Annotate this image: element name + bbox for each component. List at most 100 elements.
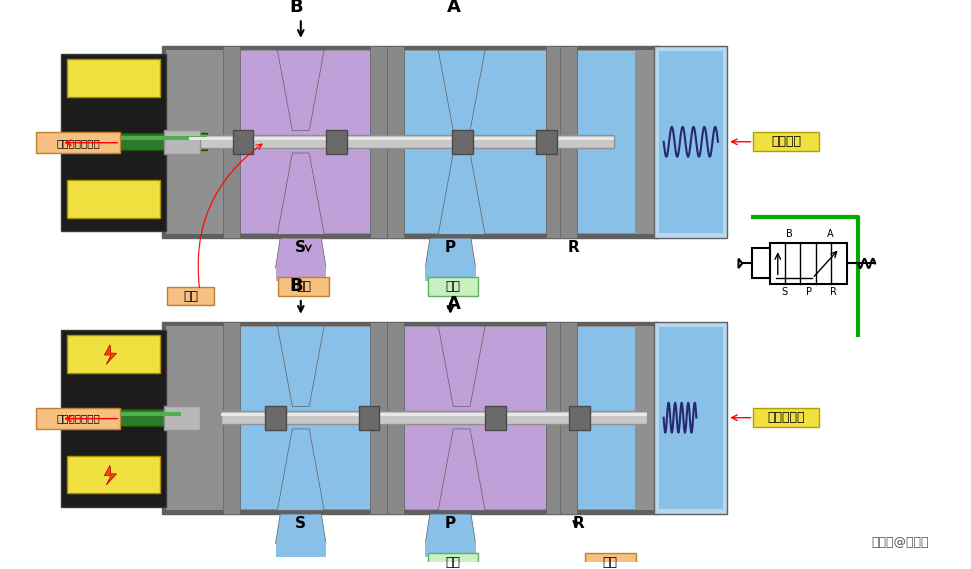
- Bar: [67, 335, 160, 373]
- Bar: [69, 412, 181, 416]
- Bar: [166, 50, 654, 234]
- Bar: [188, 135, 614, 149]
- Bar: [486, 406, 506, 430]
- Bar: [425, 542, 476, 557]
- Polygon shape: [276, 238, 326, 268]
- Text: P: P: [445, 516, 456, 531]
- Polygon shape: [104, 345, 117, 364]
- Bar: [276, 266, 326, 281]
- Bar: [61, 54, 166, 230]
- Text: 活塞: 活塞: [183, 290, 198, 303]
- Text: 弹簧被压缩: 弹簧被压缩: [767, 411, 805, 424]
- Bar: [61, 330, 166, 506]
- Bar: [228, 327, 373, 509]
- Text: 搜狐号@仪表圈: 搜狐号@仪表圈: [872, 535, 929, 549]
- Bar: [569, 406, 589, 430]
- Bar: [386, 47, 404, 238]
- Bar: [659, 327, 722, 509]
- Bar: [223, 47, 240, 238]
- Bar: [69, 133, 207, 150]
- Polygon shape: [278, 429, 324, 510]
- Bar: [425, 266, 476, 281]
- Bar: [391, 327, 546, 509]
- Polygon shape: [104, 465, 117, 485]
- Bar: [560, 47, 577, 238]
- Bar: [370, 322, 386, 514]
- Bar: [654, 47, 727, 238]
- Bar: [36, 409, 120, 429]
- Text: S: S: [781, 287, 787, 297]
- Bar: [36, 133, 120, 153]
- Bar: [654, 322, 727, 514]
- Polygon shape: [739, 259, 742, 268]
- Bar: [753, 409, 819, 427]
- Bar: [753, 133, 819, 151]
- Polygon shape: [425, 238, 476, 268]
- Polygon shape: [278, 50, 324, 130]
- Bar: [391, 51, 546, 233]
- Bar: [586, 553, 636, 569]
- Text: S: S: [295, 240, 306, 255]
- Bar: [279, 278, 329, 296]
- Bar: [659, 51, 722, 233]
- Text: S: S: [295, 516, 306, 531]
- Text: P: P: [806, 287, 812, 297]
- Bar: [560, 322, 577, 514]
- Bar: [752, 249, 770, 278]
- Text: R: R: [573, 516, 585, 531]
- Bar: [428, 278, 479, 296]
- Text: A: A: [826, 229, 833, 239]
- Polygon shape: [276, 514, 326, 544]
- Text: 进气: 进气: [446, 556, 460, 569]
- Polygon shape: [438, 429, 486, 510]
- Bar: [560, 51, 635, 233]
- Bar: [69, 136, 207, 140]
- Bar: [228, 51, 373, 233]
- Polygon shape: [278, 153, 324, 234]
- Bar: [67, 60, 160, 97]
- Bar: [67, 456, 160, 493]
- Text: P: P: [445, 240, 456, 255]
- Bar: [167, 287, 214, 306]
- Bar: [223, 322, 240, 514]
- Bar: [221, 413, 647, 416]
- Bar: [166, 326, 654, 510]
- Bar: [164, 406, 200, 430]
- Bar: [358, 406, 380, 430]
- Text: B: B: [787, 229, 793, 239]
- Text: A: A: [448, 295, 461, 313]
- Bar: [452, 130, 473, 154]
- Bar: [370, 47, 386, 238]
- Bar: [69, 409, 181, 426]
- Bar: [386, 322, 404, 514]
- Bar: [162, 47, 658, 238]
- Bar: [162, 322, 658, 514]
- Bar: [221, 411, 647, 424]
- Polygon shape: [425, 514, 476, 544]
- Bar: [164, 130, 200, 154]
- Polygon shape: [438, 326, 486, 406]
- Text: 弹簧扩张: 弹簧扩张: [771, 135, 801, 149]
- Bar: [265, 406, 285, 430]
- Bar: [546, 322, 562, 514]
- Text: B: B: [289, 0, 303, 15]
- Polygon shape: [438, 153, 486, 234]
- Bar: [428, 553, 479, 569]
- Text: B: B: [289, 277, 303, 295]
- Text: 排气: 排气: [603, 556, 618, 569]
- Text: R: R: [568, 240, 580, 255]
- Bar: [326, 130, 347, 154]
- Text: R: R: [830, 287, 837, 297]
- Bar: [232, 130, 253, 154]
- Bar: [276, 542, 326, 557]
- Polygon shape: [438, 50, 486, 130]
- Bar: [546, 47, 562, 238]
- Bar: [188, 137, 614, 140]
- Polygon shape: [278, 326, 324, 406]
- Text: 进气: 进气: [446, 281, 460, 293]
- Bar: [536, 130, 557, 154]
- Bar: [560, 327, 635, 509]
- Text: 电磁阀线圈通电: 电磁阀线圈通电: [56, 414, 100, 424]
- Text: A: A: [448, 0, 461, 15]
- Bar: [67, 180, 160, 217]
